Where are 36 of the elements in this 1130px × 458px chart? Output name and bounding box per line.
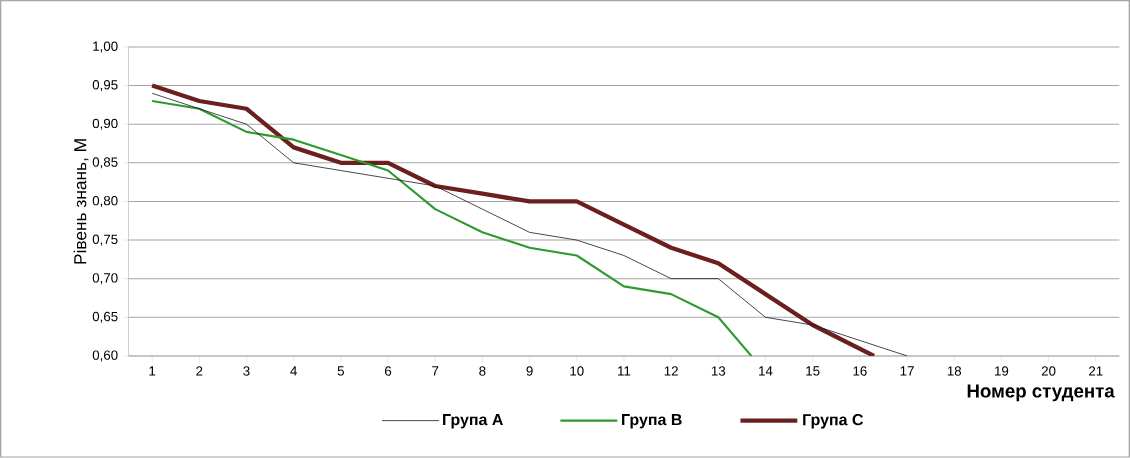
- x-tick-label: 2: [196, 366, 203, 376]
- x-tick-label: 17: [900, 366, 914, 376]
- x-tick-label: 19: [995, 366, 1009, 376]
- x-tick-label: 15: [806, 366, 820, 376]
- y-tick-label: 0,85: [92, 157, 118, 169]
- y-tick-label: 0,80: [92, 196, 118, 208]
- y-tick-label: 0,60: [92, 350, 118, 362]
- x-tick-label: 13: [711, 366, 726, 376]
- y-tick-label: 0,95: [92, 80, 118, 92]
- x-tick-label: 21: [1089, 366, 1103, 376]
- y-tick-label: 1,00: [93, 41, 118, 53]
- x-tick-label: 16: [853, 366, 867, 376]
- x-tick-label: 18: [947, 366, 962, 376]
- x-tick-label: 1: [149, 366, 156, 376]
- x-tick-label: 14: [759, 366, 773, 376]
- x-tick-label: 9: [526, 366, 533, 376]
- x-tick-label: 8: [479, 366, 486, 376]
- x-tick-label: 5: [337, 366, 344, 376]
- x-tick-label: 6: [384, 366, 392, 376]
- legend-label: Група B: [622, 414, 682, 429]
- y-tick-label: 0,65: [92, 311, 118, 323]
- x-tick-label: 12: [664, 366, 678, 376]
- y-tick-label: 0,70: [92, 273, 118, 285]
- y-axis-title: Рівень знань, M: [73, 139, 89, 264]
- legend-label: Група A: [443, 414, 503, 429]
- legend-label: Група C: [803, 414, 864, 429]
- y-tick-label: 0,90: [92, 118, 118, 130]
- x-tick-label: 3: [243, 366, 250, 376]
- line-series: [151, 100, 753, 357]
- y-tick-label: 0,75: [92, 234, 118, 246]
- x-tick-label: 10: [570, 366, 584, 376]
- x-tick-label: 7: [432, 366, 439, 376]
- x-tick-label: 20: [1041, 366, 1056, 376]
- x-tick-label: 11: [618, 366, 631, 376]
- x-tick-label: 4: [290, 366, 297, 376]
- x-axis-title: Номер студента: [967, 384, 1115, 402]
